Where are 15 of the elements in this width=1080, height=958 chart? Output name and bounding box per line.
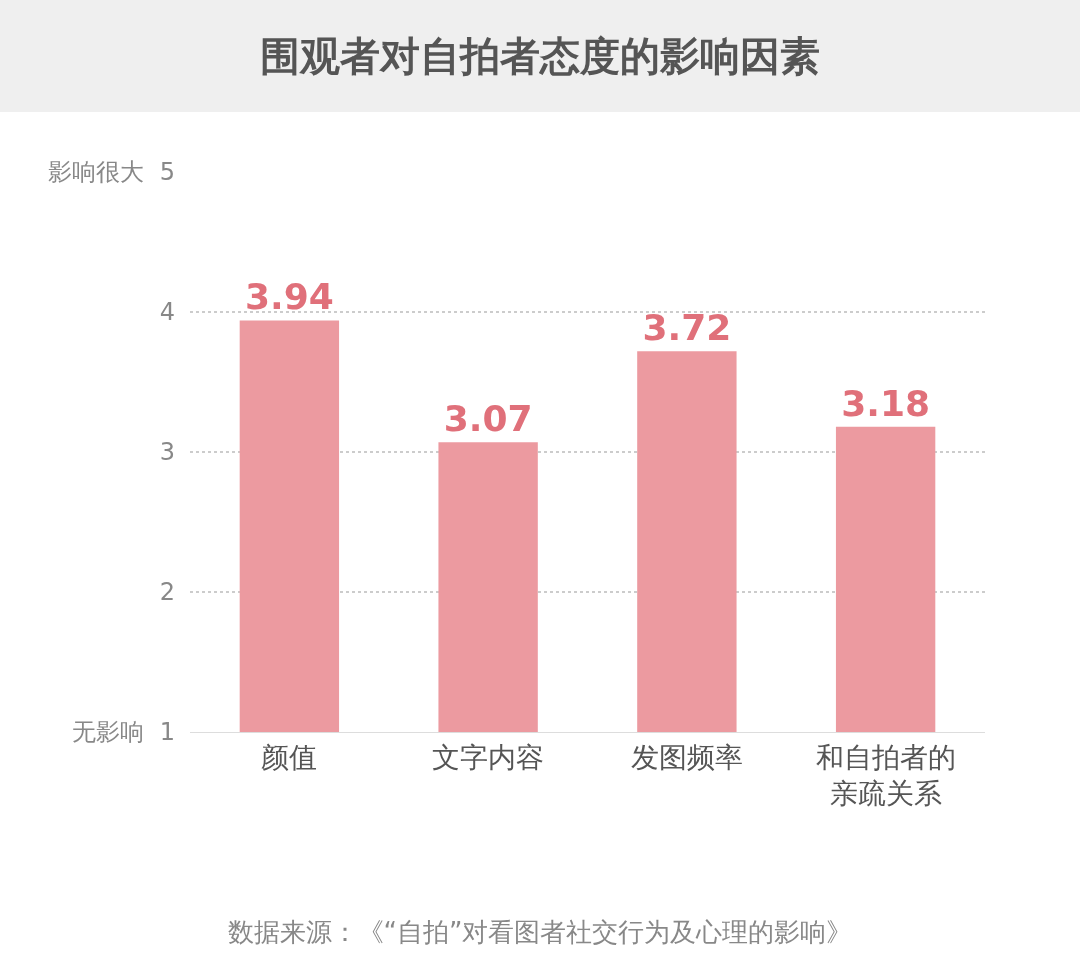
- data-label: 3.07: [443, 398, 533, 440]
- data-label: 3.72: [642, 307, 732, 349]
- x-tick-label: 颜值: [261, 740, 318, 774]
- source-note: 数据来源：《“自拍”对看图者社交行为及心理的影响》: [226, 916, 854, 949]
- y-tick-label: 影响很大 5: [48, 158, 175, 187]
- x-tick-label: 发图频率: [630, 740, 743, 774]
- y-tick-label: 2: [159, 578, 175, 607]
- chart-title: 围观者对自拍者态度的影响因素: [0, 0, 1080, 112]
- y-tick-label: 4: [159, 298, 175, 327]
- data-label: 3.18: [841, 382, 931, 424]
- data-label: 3.94: [244, 276, 334, 318]
- y-tick-label: 无影响 1: [72, 718, 175, 747]
- x-tick-label: 和自拍者的亲疏关系: [815, 740, 956, 810]
- y-tick-label: 3: [159, 438, 175, 467]
- x-tick-label: 文字内容: [432, 740, 545, 774]
